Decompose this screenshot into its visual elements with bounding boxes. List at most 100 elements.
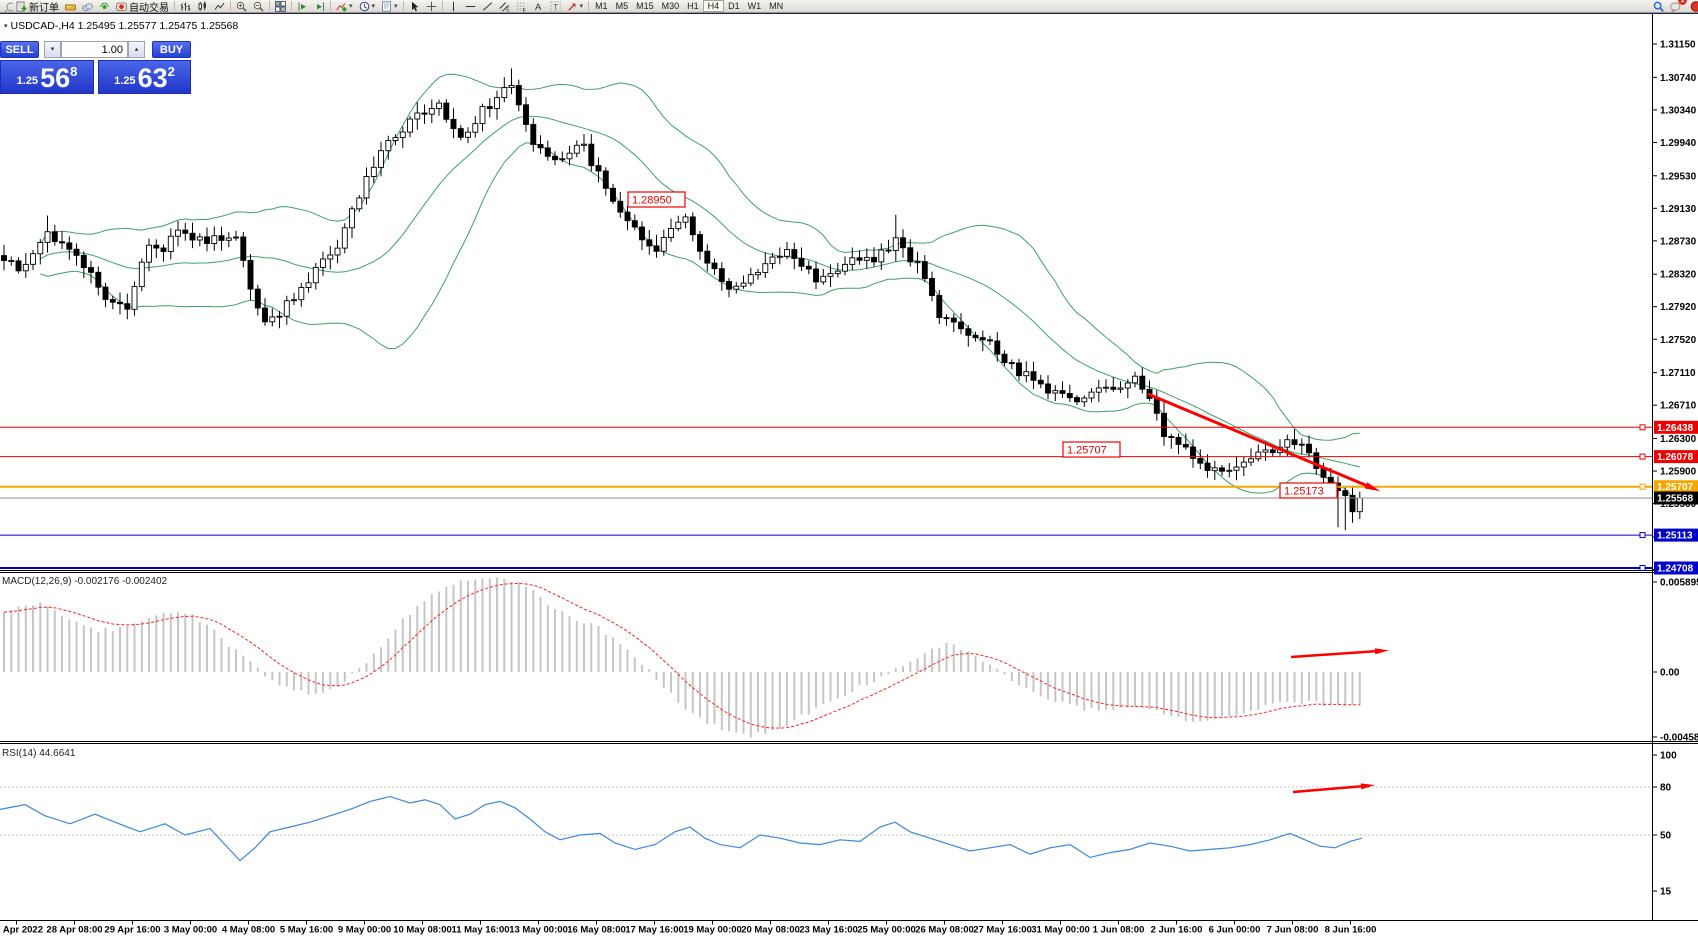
textT-glyph: T xyxy=(549,0,561,12)
timeframe-d1-button[interactable]: D1 xyxy=(728,1,740,11)
gold-glyph xyxy=(65,1,76,12)
timeframe-h4-button[interactable]: H4 xyxy=(702,0,725,12)
docplus-glyph xyxy=(16,1,27,12)
crosshair-button[interactable] xyxy=(423,0,440,12)
axis-level-label xyxy=(1654,480,1698,494)
zoom-in-button[interactable] xyxy=(233,0,250,12)
buy-price-display[interactable]: 1.25 63 2 xyxy=(98,60,191,94)
price-callout[interactable]: 1.28950 xyxy=(627,191,686,208)
auto-trading-button[interactable]: 自动交易 xyxy=(113,0,172,14)
text-button[interactable]: A xyxy=(530,0,547,12)
auto-scroll-button[interactable] xyxy=(294,0,311,12)
clipped-right-icon xyxy=(1684,0,1698,12)
bar-chart-button[interactable] xyxy=(177,0,194,12)
timeframe-h1-button[interactable]: H1 xyxy=(687,1,699,11)
periods-button[interactable]: ▾ xyxy=(356,0,379,12)
chat-glyph xyxy=(1670,1,1681,12)
volume-up-button[interactable]: ▴ xyxy=(128,41,145,58)
candlestick-chart-button[interactable] xyxy=(194,0,211,12)
date-axis-tick: 29 Apr 16:00 xyxy=(104,925,160,936)
auto-trading-button-label: 自动交易 xyxy=(129,2,169,14)
autotrade-glyph xyxy=(116,1,127,12)
signal-icon[interactable] xyxy=(96,0,113,12)
line-handle[interactable] xyxy=(1639,483,1646,490)
new-order-button[interactable]: 新订单 xyxy=(13,0,62,14)
symbol-marker-icon: ▾ xyxy=(4,23,8,30)
volume-down-button[interactable]: ▾ xyxy=(44,41,61,58)
price-axis-tick: 1.27920 xyxy=(1660,302,1697,313)
zoomout-glyph xyxy=(253,1,264,12)
timeframe-m1-button[interactable]: M1 xyxy=(595,1,608,11)
buy-price-big: 63 xyxy=(137,63,168,93)
timeframe-w1-button[interactable]: W1 xyxy=(747,1,762,11)
date-axis-tick: 6 Jun 00:00 xyxy=(1209,925,1261,936)
arrows-button[interactable]: ▾ xyxy=(564,0,587,12)
price-callout[interactable]: 1.25707 xyxy=(1062,441,1121,458)
line-chart-button[interactable] xyxy=(211,0,228,12)
shift-glyph xyxy=(314,1,325,12)
price-axis-tick: 1.26710 xyxy=(1660,401,1697,412)
toolbar: 新订单 自动交易 ▾ ▾ ▾ E F A T ▾ M1 M5 M15 M30 H1 H4 D1 W1 MN 1 xyxy=(0,0,1698,14)
sell-price-sup: 8 xyxy=(70,64,78,79)
line-handle[interactable] xyxy=(1639,532,1646,539)
chevron-down-icon[interactable]: ▾ xyxy=(371,2,376,10)
timeframe-mn-button[interactable]: MN xyxy=(769,1,784,11)
price-axis-tick: 1.25900 xyxy=(1660,467,1697,478)
tile-windows-button[interactable] xyxy=(272,0,289,12)
trend-arrow-rsi[interactable] xyxy=(1292,783,1375,794)
chevron-down-icon[interactable]: ▾ xyxy=(394,2,398,10)
arrowsym-glyph xyxy=(567,1,578,12)
channel-button[interactable]: E xyxy=(496,0,513,12)
date-axis-tick: 26 May 08:00 xyxy=(915,925,974,936)
timeframe-m30-button[interactable]: M30 xyxy=(661,1,680,11)
zoomin-glyph xyxy=(236,1,247,12)
macd-axis-tick: 0.00 xyxy=(1660,668,1680,679)
toolbar-separator xyxy=(441,1,443,11)
line-handle[interactable] xyxy=(1639,565,1646,571)
chart-shift-button[interactable] xyxy=(311,0,328,12)
toolbar-separator xyxy=(269,1,270,11)
indicators-button[interactable]: ▾ xyxy=(333,0,356,12)
cloud-icon[interactable] xyxy=(79,0,96,12)
timeframe-m15-button[interactable]: M15 xyxy=(636,1,654,11)
cursor-glyph xyxy=(409,1,420,12)
one-click-trade-panel: SELL ▾ ▴ BUY 1.25 56 8 1.25 63 2 xyxy=(0,41,191,94)
chat-icon[interactable]: 1 xyxy=(1667,0,1687,12)
horizontal-line-button[interactable] xyxy=(462,0,479,12)
candle-wicks xyxy=(3,68,1361,531)
macd-axis-tick: -0.004586 xyxy=(1660,733,1698,744)
sell-price-display[interactable]: 1.25 56 8 xyxy=(0,60,94,94)
sell-button[interactable]: SELL xyxy=(0,41,39,58)
date-axis-tick: 20 May 08:00 xyxy=(741,925,800,936)
gold-icon[interactable] xyxy=(62,0,79,12)
vertical-line-button[interactable] xyxy=(445,0,462,12)
vline-glyph xyxy=(448,1,459,12)
channel-glyph: E xyxy=(498,1,510,12)
chevron-down-icon[interactable]: ▾ xyxy=(579,2,584,10)
trend-arrow-main[interactable] xyxy=(1147,392,1381,492)
timeframe-m5-button[interactable]: M5 xyxy=(615,1,629,11)
toolbar-separator xyxy=(291,1,292,11)
line-handle[interactable] xyxy=(1639,424,1646,431)
templates-button[interactable]: ▾ xyxy=(378,0,401,12)
buy-button[interactable]: BUY xyxy=(152,41,191,58)
rsi-axis-tick: 15 xyxy=(1660,887,1672,898)
line-handle[interactable] xyxy=(1639,453,1646,460)
svg-text:1.24708: 1.24708 xyxy=(1657,564,1694,575)
chart-title: ▾ USDCAD-,H4 1.25495 1.25577 1.25475 1.2… xyxy=(4,20,238,32)
fibonacci-button[interactable]: F xyxy=(513,0,530,12)
window-top-border xyxy=(0,12,1698,14)
price-callout[interactable]: 1.25173 xyxy=(1279,482,1338,499)
volume-input[interactable] xyxy=(61,41,128,58)
cursor-button[interactable] xyxy=(406,0,423,12)
trend-arrow-macd[interactable] xyxy=(1290,648,1389,659)
svg-text:1.25707: 1.25707 xyxy=(1067,445,1107,457)
trendline-button[interactable] xyxy=(479,0,496,12)
axis-level-label xyxy=(1654,561,1698,575)
zoom-out-button[interactable] xyxy=(250,0,267,12)
chevron-down-icon[interactable]: ▾ xyxy=(349,2,353,10)
search-icon[interactable] xyxy=(1650,0,1667,12)
label-button[interactable]: T xyxy=(547,0,564,12)
date-axis-tick: 5 May 16:00 xyxy=(280,925,333,936)
